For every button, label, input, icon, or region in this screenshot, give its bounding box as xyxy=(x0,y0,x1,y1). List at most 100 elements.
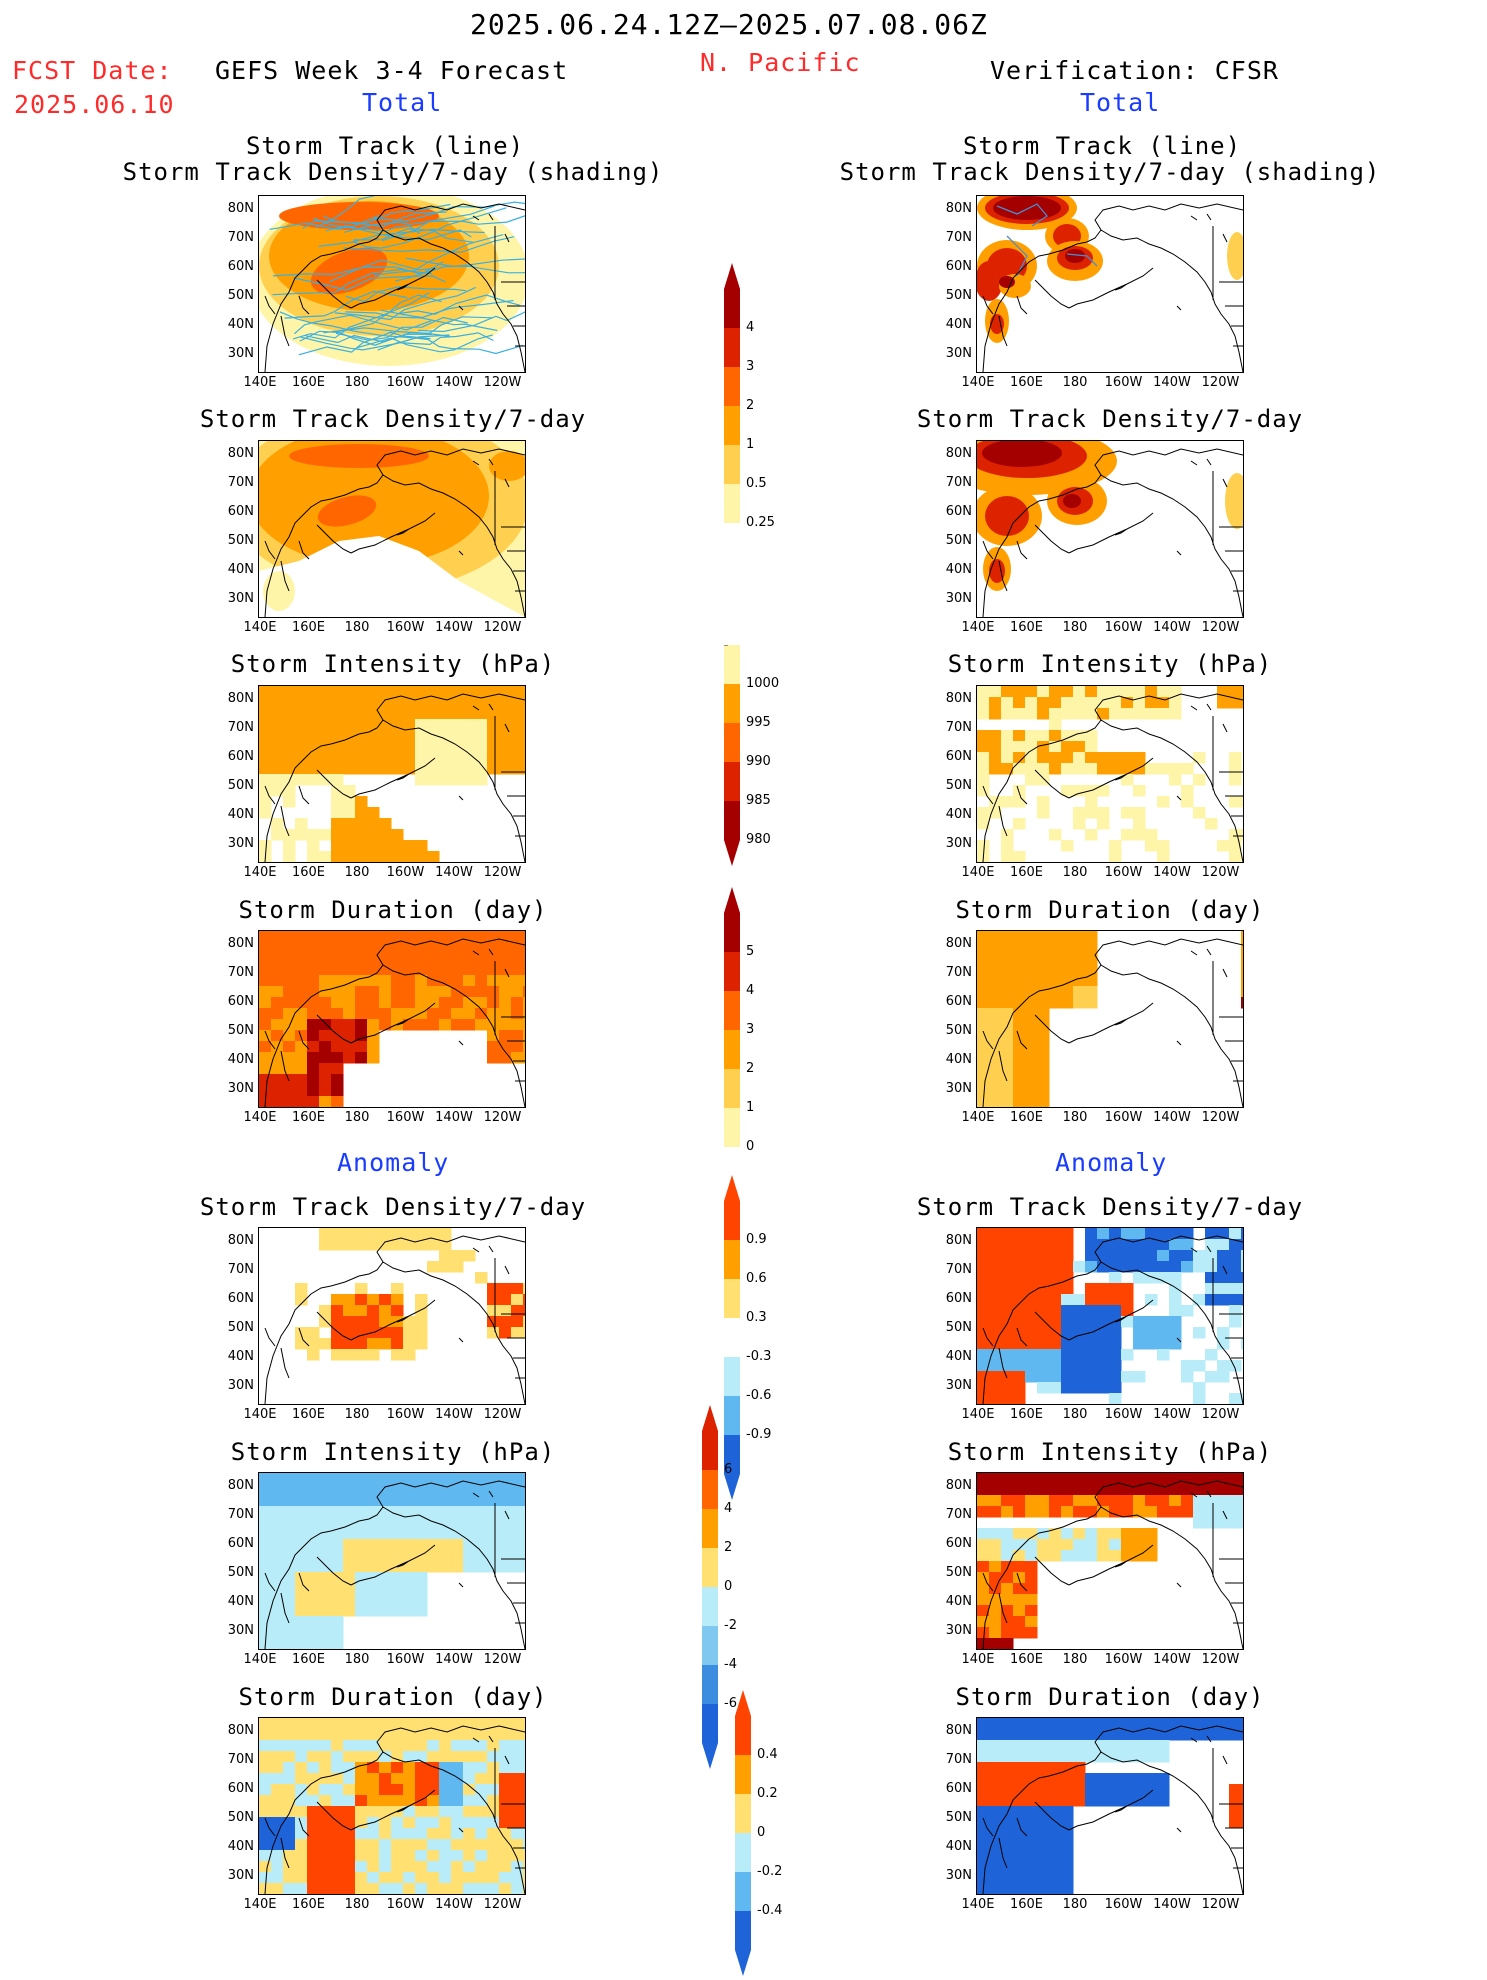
lon-tick-label: 160E xyxy=(1009,865,1044,880)
lat-tick-label: 40N xyxy=(945,317,972,332)
lon-tick-label: 160E xyxy=(291,1407,326,1422)
map-intensity-anomaly-verification xyxy=(976,1472,1244,1650)
lat-tick-label: 30N xyxy=(227,1623,254,1638)
colorbar-label: 1 xyxy=(746,1100,755,1115)
lon-tick-label: 120W xyxy=(1201,375,1240,390)
lon-tick-label: 140E xyxy=(243,620,277,635)
lat-tick-label: 40N xyxy=(227,562,254,577)
lon-tick-label: 140E xyxy=(961,1652,995,1667)
colorbar-label: 0 xyxy=(746,1139,755,1154)
panel-title-density-total-left: Storm Track Density/7-day xyxy=(199,405,587,433)
lon-tick-label: 140W xyxy=(1153,375,1191,390)
lon-tick-label: 160W xyxy=(386,1652,425,1667)
map-field xyxy=(259,1473,525,1649)
colorbar-graphic xyxy=(724,1175,740,1500)
lon-tick-label: 160W xyxy=(1104,620,1143,635)
colorbar-label: 995 xyxy=(746,715,771,730)
lat-tick-label: 70N xyxy=(227,230,254,245)
panel-title-intensity-total-left: Storm Intensity (hPa) xyxy=(230,650,556,678)
lon-tick-label: 120W xyxy=(1201,865,1240,880)
lat-tick-label: 60N xyxy=(945,994,972,1009)
lat-tick-label: 80N xyxy=(945,691,972,706)
lat-tick-label: 80N xyxy=(227,446,254,461)
lon-tick-label: 120W xyxy=(1201,620,1240,635)
panel-title-intensity-anom-right: Storm Intensity (hPa) xyxy=(947,1438,1273,1466)
verification-title: Verification: CFSR xyxy=(990,56,1279,85)
map-field xyxy=(977,931,1243,1107)
lat-tick-label: 50N xyxy=(227,1810,254,1825)
colorbar-label: 4 xyxy=(746,320,755,335)
lon-tick-label: 160W xyxy=(386,865,425,880)
anomaly-label-left: Anomaly xyxy=(337,1148,450,1177)
lon-tick-label: 120W xyxy=(483,1110,522,1125)
lon-tick-label: 160E xyxy=(291,865,326,880)
lon-tick-label: 140W xyxy=(435,1110,473,1125)
lon-tick-label: 160E xyxy=(291,1897,326,1912)
lon-tick-label: 180 xyxy=(1062,865,1088,880)
lon-tick-label: 160E xyxy=(1009,1110,1044,1125)
colorbar-label: 4 xyxy=(746,983,755,998)
lon-tick-label: 180 xyxy=(344,1407,370,1422)
lat-tick-label: 50N xyxy=(945,1810,972,1825)
lat-tick-label: 80N xyxy=(945,201,972,216)
lat-tick-label: 40N xyxy=(945,807,972,822)
lon-tick-label: 180 xyxy=(1062,1652,1088,1667)
lat-tick-label: 50N xyxy=(227,1320,254,1335)
lon-tick-label: 160E xyxy=(291,1652,326,1667)
lon-tick-label: 160E xyxy=(291,620,326,635)
lat-tick-label: 50N xyxy=(945,1565,972,1580)
map-field xyxy=(977,196,1243,372)
lon-tick-label: 160W xyxy=(1104,865,1143,880)
colorbar-label: -4 xyxy=(724,1657,737,1672)
date-range-title: 2025.06.24.12Z–2025.07.08.06Z xyxy=(470,8,988,41)
lon-tick-label: 160W xyxy=(1104,1897,1143,1912)
colorbar-label: 5 xyxy=(746,944,755,959)
lat-tick-label: 60N xyxy=(227,749,254,764)
map-track-line-forecast xyxy=(258,195,526,373)
colorbar-label: 6 xyxy=(724,1462,733,1477)
lon-tick-label: 140E xyxy=(961,1110,995,1125)
panel-title-intensity-total-right: Storm Intensity (hPa) xyxy=(947,650,1273,678)
model-title: GEFS Week 3-4 Forecast xyxy=(215,56,569,85)
colorbar-label: 0.25 xyxy=(746,515,775,530)
lon-tick-label: 180 xyxy=(1062,1110,1088,1125)
colorbar-label: 0 xyxy=(757,1825,766,1840)
lon-tick-label: 120W xyxy=(483,1652,522,1667)
lon-tick-label: 140W xyxy=(1153,1110,1191,1125)
lat-tick-label: 80N xyxy=(945,1233,972,1248)
lat-tick-label: 70N xyxy=(227,720,254,735)
lat-tick-label: 60N xyxy=(227,1536,254,1551)
lat-tick-label: 40N xyxy=(945,562,972,577)
fcst-date-value: 2025.06.10 xyxy=(14,90,175,119)
map-field xyxy=(259,931,525,1107)
panel-title-density-anom-right: Storm Track Density/7-day xyxy=(916,1193,1304,1221)
colorbar-label: 0.6 xyxy=(746,1271,767,1286)
lon-tick-label: 160W xyxy=(386,1897,425,1912)
region-title: N. Pacific xyxy=(700,48,861,77)
map-density-anomaly-verification xyxy=(976,1227,1244,1405)
panel-title-track-line-right: Storm Track (line) xyxy=(962,132,1242,160)
colorbar-label: 0.4 xyxy=(757,1747,778,1762)
lat-tick-label: 30N xyxy=(227,1081,254,1096)
panel-title-duration-total-right: Storm Duration (day) xyxy=(955,896,1265,924)
lat-tick-label: 80N xyxy=(945,1723,972,1738)
lat-tick-label: 50N xyxy=(945,533,972,548)
fcst-date-label: FCST Date: xyxy=(12,56,173,85)
lat-tick-label: 40N xyxy=(227,1594,254,1609)
map-field xyxy=(259,1718,525,1894)
lon-tick-label: 140W xyxy=(435,1407,473,1422)
colorbar-label: 3 xyxy=(746,359,755,374)
lat-tick-label: 40N xyxy=(945,1052,972,1067)
panel-title-density-total-right: Storm Track Density/7-day xyxy=(916,405,1304,433)
map-field xyxy=(259,686,525,862)
lat-tick-label: 40N xyxy=(227,317,254,332)
map-field xyxy=(977,686,1243,862)
lat-tick-label: 80N xyxy=(227,691,254,706)
lat-tick-label: 50N xyxy=(945,1023,972,1038)
lat-tick-label: 30N xyxy=(227,346,254,361)
colorbar-graphic xyxy=(724,887,740,1147)
lat-tick-label: 30N xyxy=(227,1868,254,1883)
map-density-anomaly-forecast xyxy=(258,1227,526,1405)
map-field xyxy=(977,1228,1243,1404)
lon-tick-label: 120W xyxy=(483,1407,522,1422)
